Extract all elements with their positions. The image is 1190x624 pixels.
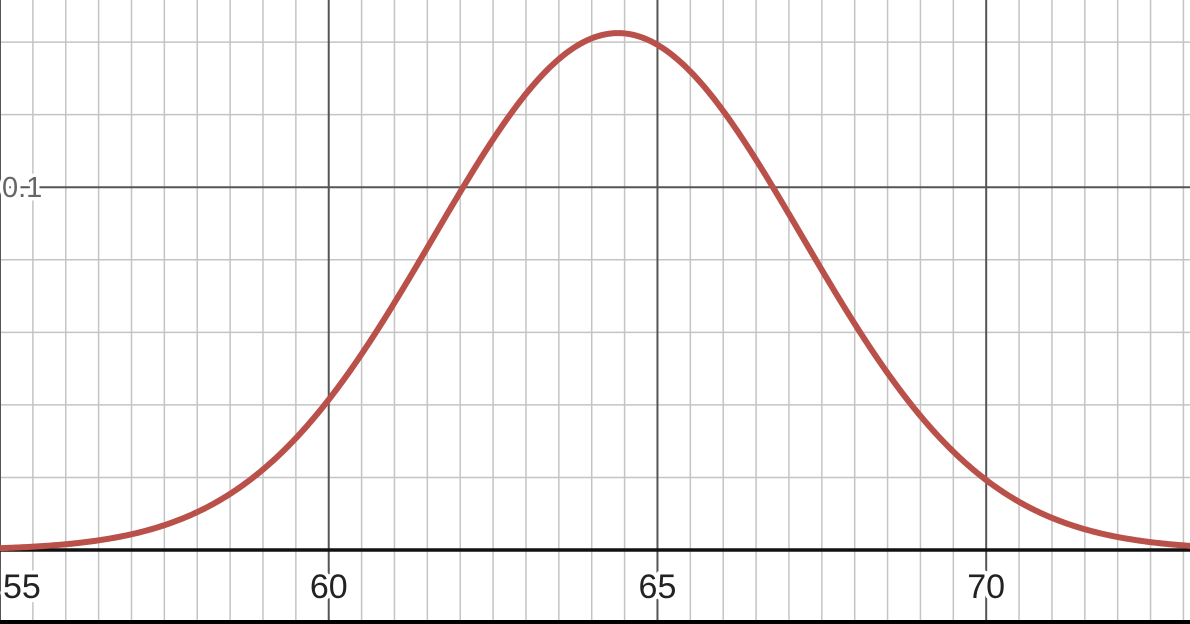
curves [0, 30, 1190, 552]
tick-labels: 55 60 65 70 0.1 [0, 169, 1009, 610]
bottom-border [0, 620, 1190, 624]
series-line-0 [0, 30, 1190, 552]
x-tick-label-70: 70 [967, 568, 1005, 606]
x-tick-label-60: 60 [310, 568, 348, 606]
x-tick-label-65: 65 [639, 568, 677, 606]
y-tick-label-0.1: 0.1 [2, 172, 42, 204]
x-tick-label-55: 55 [3, 568, 41, 606]
